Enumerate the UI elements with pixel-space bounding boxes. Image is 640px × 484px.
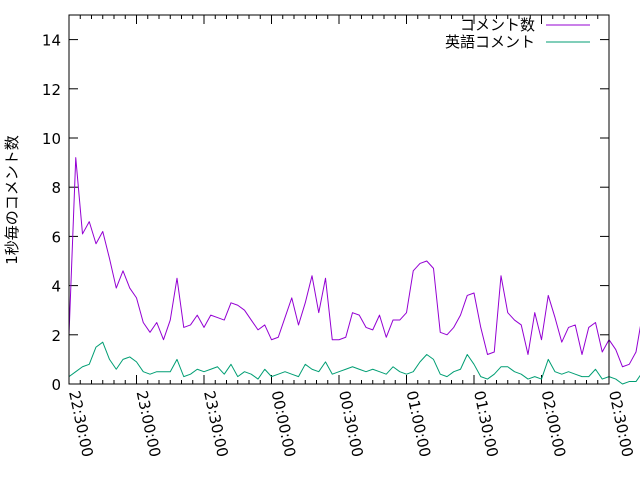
y-tick-label: 2 <box>51 327 61 345</box>
x-tick-label: 01:00:00 <box>403 389 435 459</box>
y-axis-label-text: 1秒毎のコメント数 <box>3 135 21 265</box>
y-axis-label: 1秒毎のコメント数 <box>3 135 21 265</box>
y-tick-label: 0 <box>51 376 61 394</box>
x-tick-label: 23:30:00 <box>200 389 232 459</box>
y-tick-label: 6 <box>51 228 61 246</box>
x-tick-label: 02:00:00 <box>538 389 570 459</box>
ticks-layer: 0 2 4 6 8 10 12 14 22:30:00 23:00:00 23:30:00 00:00… <box>42 15 637 459</box>
y-tick-label: 8 <box>51 179 61 197</box>
x-tick-label: 23:00:00 <box>133 389 165 459</box>
legend-label-2: 英語コメント <box>445 33 535 51</box>
legend-label-1: コメント数 <box>460 16 535 34</box>
x-tick-label: 00:30:00 <box>335 389 367 459</box>
y-tick-label: 10 <box>42 130 61 148</box>
x-tick-label: 01:30:00 <box>470 389 502 459</box>
series-layer <box>68 157 640 385</box>
x-tick-label: 00:00:00 <box>268 389 300 459</box>
y-tick-label: 4 <box>51 278 61 296</box>
x-tick-label: 22:30:00 <box>65 389 97 459</box>
y-tick-label: 14 <box>42 32 61 50</box>
plot-frame <box>68 14 610 385</box>
x-tick-label: 02:30:00 <box>605 389 637 459</box>
series-line-2 <box>68 341 640 385</box>
y-tick-label: 12 <box>42 81 61 99</box>
series-line-1 <box>68 157 640 368</box>
